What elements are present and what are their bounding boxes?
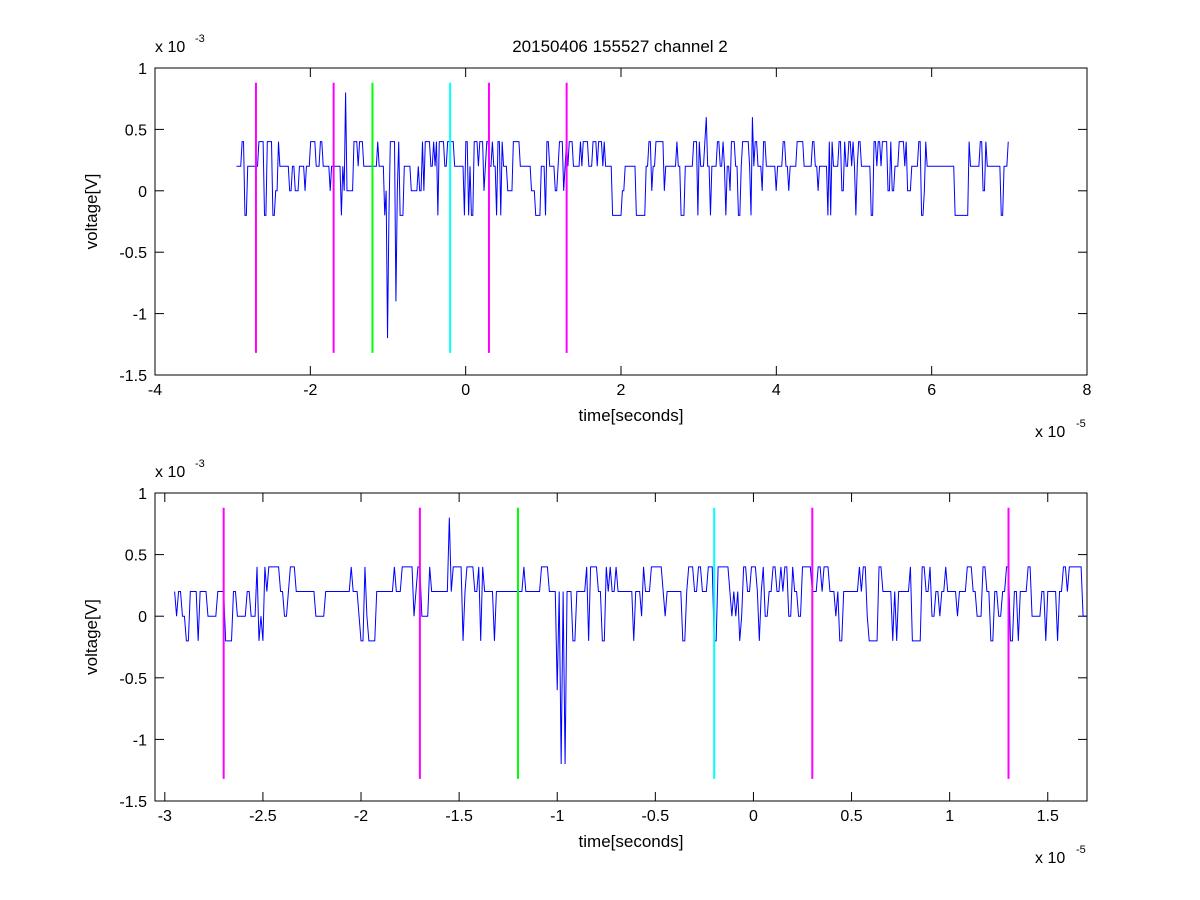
y-tick-label: -0.5 <box>119 671 147 688</box>
y-tick-label: -1 <box>133 732 147 749</box>
x-tick-label: 1 <box>945 808 954 825</box>
y-exponent-superscript: -3 <box>195 33 205 45</box>
y-axis-label: voltage[V] <box>82 174 101 250</box>
x-tick-label: 4 <box>772 382 781 399</box>
y-tick-label: -1.5 <box>119 794 147 811</box>
y-tick-label: 0.5 <box>125 548 147 565</box>
y-tick-label: 0 <box>138 609 147 626</box>
x-exponent-label: x 10 <box>1035 850 1065 867</box>
x-axis-label: time[seconds] <box>579 406 684 425</box>
x-tick-label: 8 <box>1083 382 1092 399</box>
y-tick-label: -1.5 <box>119 368 147 385</box>
x-tick-label: 6 <box>927 382 936 399</box>
x-tick-label: 0 <box>461 382 470 399</box>
y-exponent-label: x 10 <box>155 464 185 481</box>
y-tick-label: 1 <box>138 61 147 78</box>
x-exponent-superscript: -5 <box>1076 844 1086 856</box>
x-tick-label: -2 <box>354 808 368 825</box>
x-tick-label: 1.5 <box>1037 808 1059 825</box>
x-tick-label: -3 <box>158 808 172 825</box>
axes-frame <box>154 492 1088 802</box>
x-tick-label: -1 <box>550 808 564 825</box>
y-exponent-label: x 10 <box>155 39 185 56</box>
x-axis-label: time[seconds] <box>579 832 684 851</box>
x-tick-label: -2.5 <box>249 808 277 825</box>
figure-title: 20150406 155527 channel 2 <box>512 37 728 56</box>
x-exponent-label: x 10 <box>1035 424 1065 441</box>
y-exponent-superscript: -3 <box>195 458 205 470</box>
x-tick-label: -4 <box>148 382 162 399</box>
signal-series-line <box>174 517 1087 765</box>
y-tick-label: -1 <box>133 307 147 324</box>
x-tick-label: 2 <box>617 382 626 399</box>
y-tick-label: -0.5 <box>119 245 147 262</box>
x-tick-label: -0.5 <box>642 808 670 825</box>
x-exponent-superscript: -5 <box>1076 418 1086 430</box>
top-plot-axes: -4 -2 0 2 4 6 8 -1.5 -1 -0.5 0 0.5 1 time[seconds] vol… <box>82 33 1092 441</box>
bottom-plot-axes: -3 -2.5 -2 -1.5 -1 -0.5 0 0.5 1 1.5 -1.5 -1 -0.5 0 0.5… <box>82 458 1088 867</box>
signal-series-line <box>236 92 1009 339</box>
x-tick-label: -1.5 <box>445 808 473 825</box>
x-tick-label: 0 <box>749 808 758 825</box>
y-axis-label: voltage[V] <box>82 599 101 675</box>
x-tick-label: 0.5 <box>840 808 862 825</box>
y-tick-label: 1 <box>138 486 147 503</box>
y-tick-label: 0.5 <box>125 122 147 139</box>
x-tick-label: -2 <box>303 382 317 399</box>
y-tick-label: 0 <box>138 184 147 201</box>
